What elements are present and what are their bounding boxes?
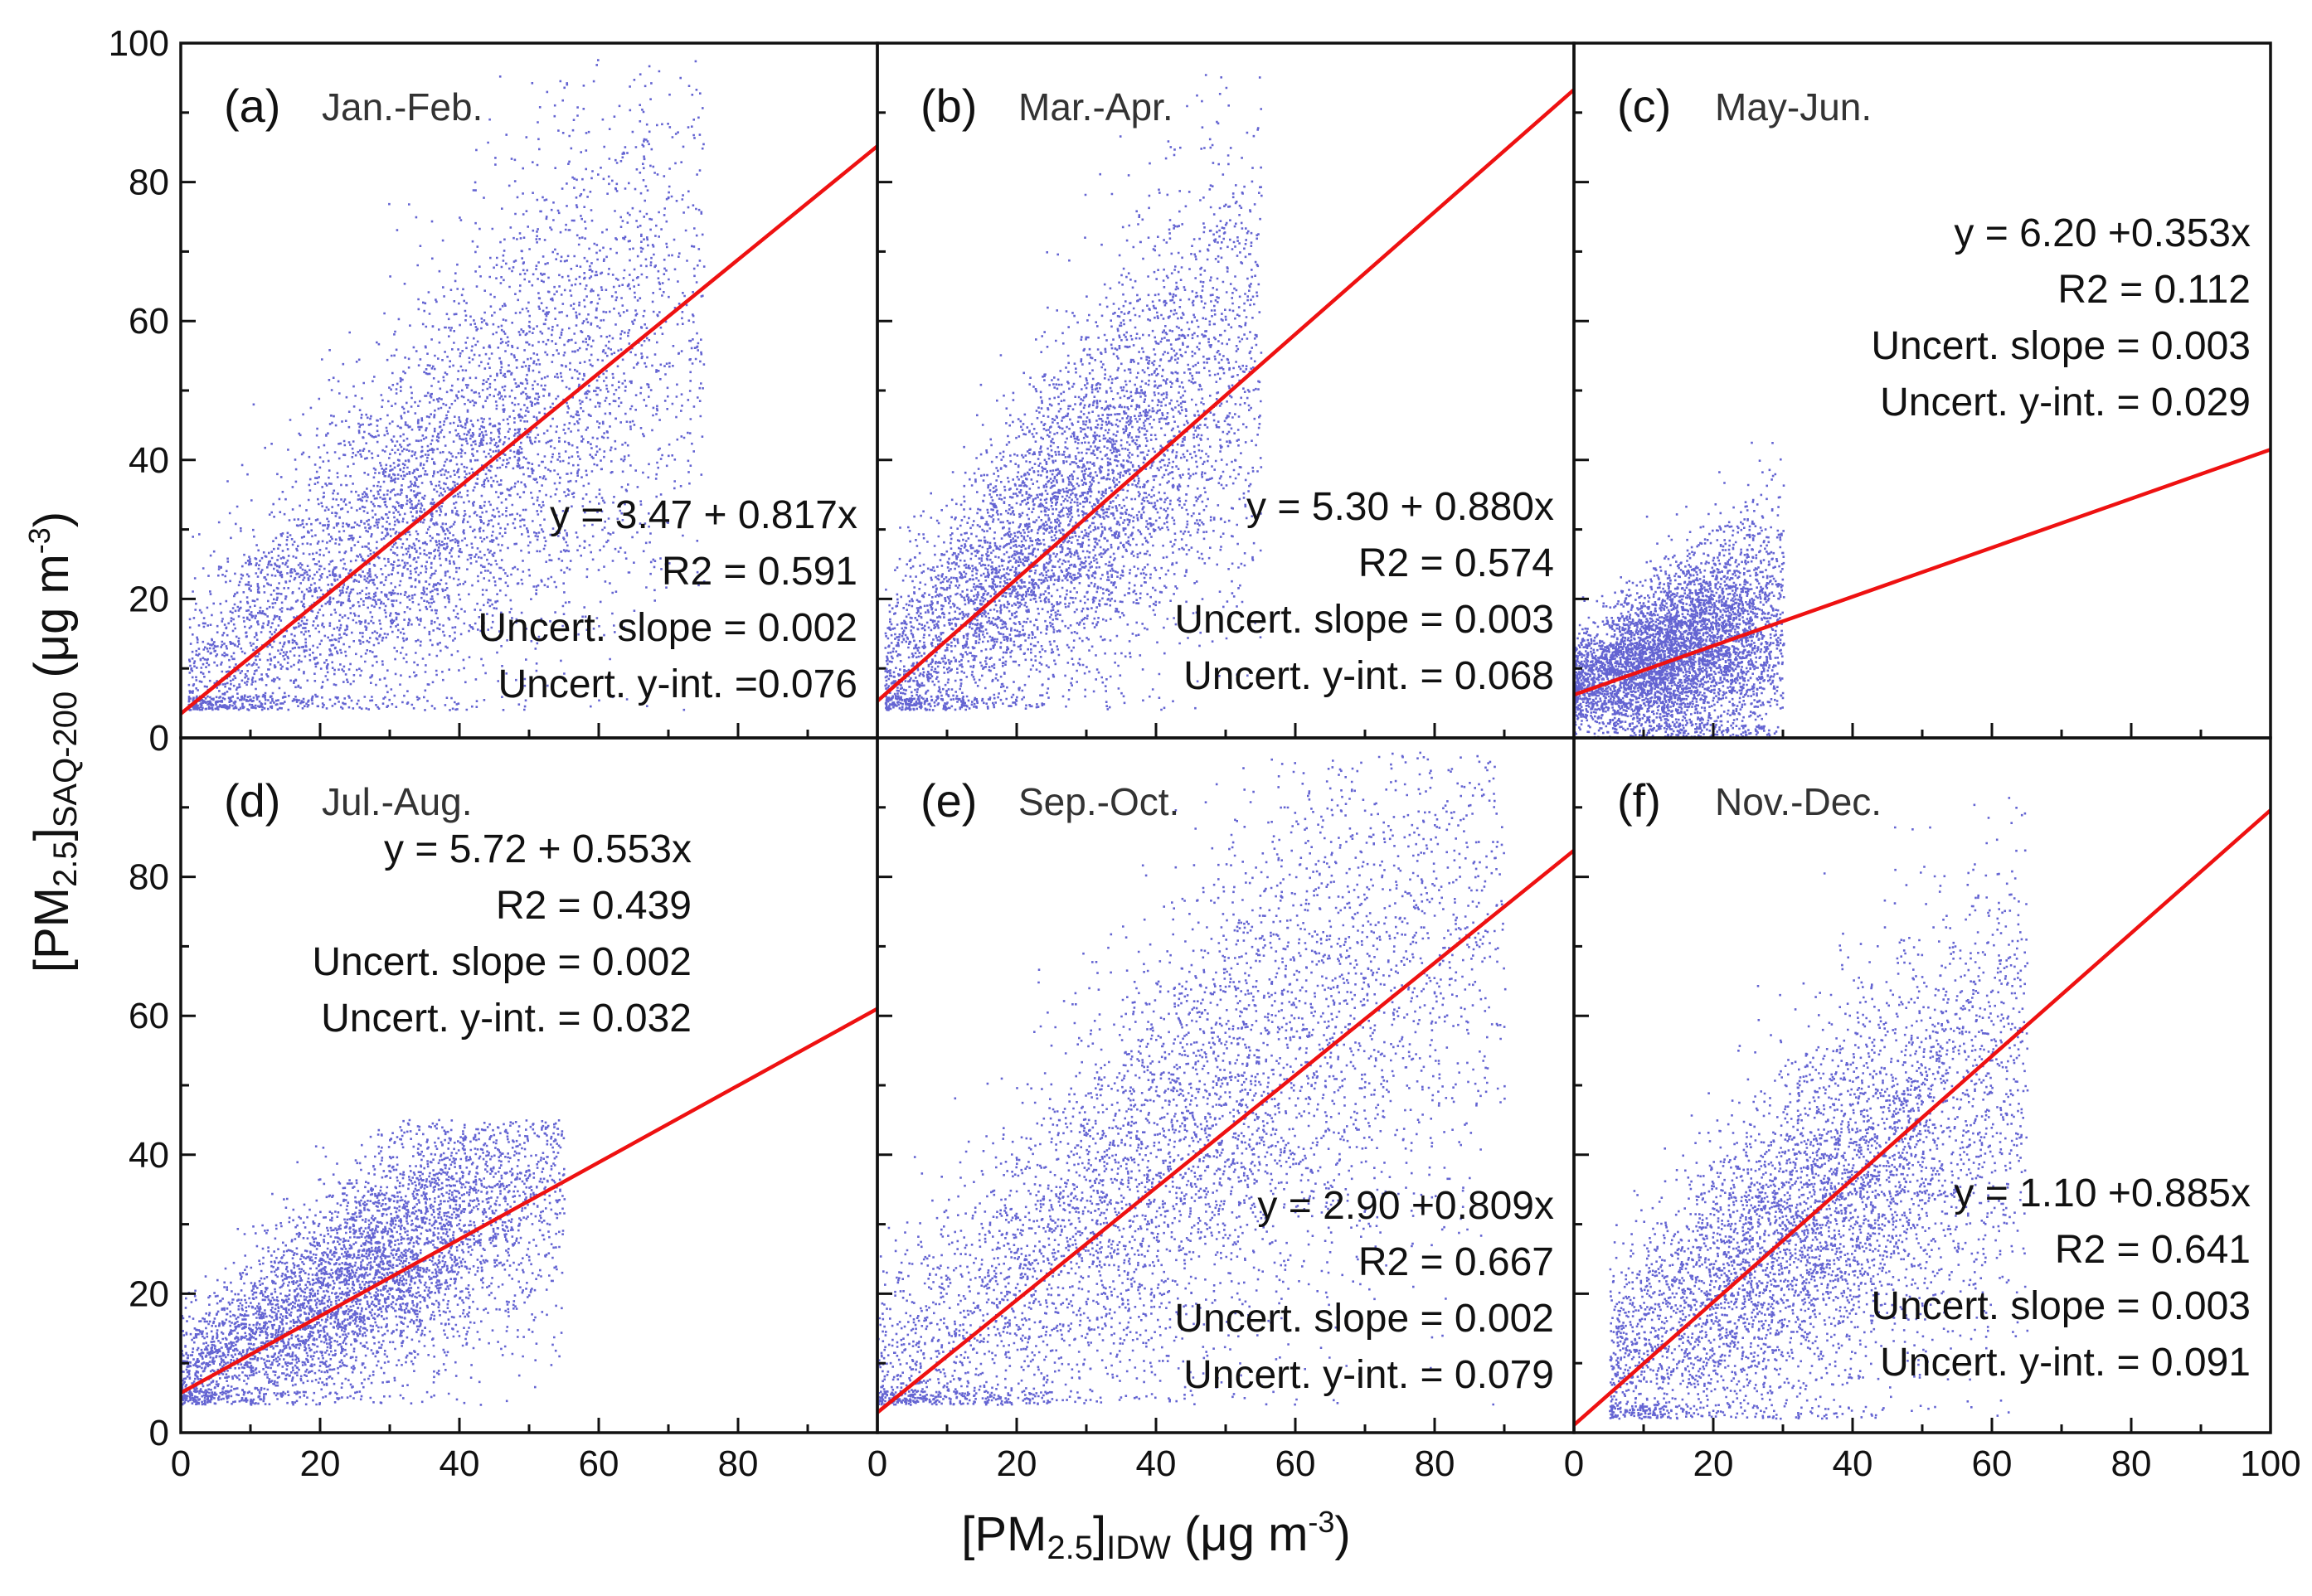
y-tick-label-a-4: 80 — [129, 163, 169, 203]
x-tick-label-e-4: 80 — [1415, 1443, 1455, 1484]
x-tick-label-e-1: 20 — [997, 1443, 1037, 1484]
y-tick-label-a-3: 60 — [129, 301, 169, 342]
x-tick-label-f-0: 0 — [1564, 1443, 1584, 1484]
x-tick-label-f-3: 60 — [1972, 1443, 2013, 1484]
annotation-e-2: Uncert. slope = 0.002 — [1174, 1297, 1554, 1341]
panel-season-a: Jan.-Feb. — [322, 85, 483, 129]
annotation-b-2: Uncert. slope = 0.003 — [1174, 598, 1554, 642]
x-axis-title-base: [PM — [961, 1507, 1047, 1561]
panel-letter-f: (f) — [1617, 774, 1661, 827]
y-axis-title-base: [PM — [25, 887, 79, 973]
y-axis-title: [PM2.5]SAQ-200 (μg m-3) — [22, 512, 84, 973]
y-tick-label-a-5: 100 — [109, 23, 169, 64]
fit-line-d — [181, 1009, 877, 1393]
x-axis-title-units: (μg m — [1171, 1507, 1309, 1561]
x-tick-label-e-3: 60 — [1275, 1443, 1316, 1484]
x-tick-label-e-2: 40 — [1136, 1443, 1177, 1484]
panel-c: (c) May-Jun. y = 6.20 +0.353x R2 = 0.112 Unc… — [1574, 43, 2271, 738]
y-tick-label-a-2: 40 — [129, 440, 169, 481]
x-axis-title-mid: ] — [1093, 1507, 1106, 1561]
annotation-f-1: R2 = 0.641 — [2055, 1228, 2251, 1272]
scatter-points-c — [1574, 443, 1785, 738]
x-axis-title-units-end: ) — [1334, 1507, 1350, 1561]
y-axis-title-mid: ] — [25, 827, 79, 841]
fit-line-c — [1574, 449, 2271, 695]
annotation-c-2: Uncert. slope = 0.003 — [1871, 324, 2251, 368]
x-tick-label-f-5: 100 — [2240, 1443, 2300, 1484]
panel-season-e: Sep.-Oct. — [1018, 780, 1179, 823]
annotation-a-2: Uncert. slope = 0.002 — [478, 606, 857, 650]
annotation-f-0: y = 1.10 +0.885x — [1954, 1172, 2251, 1215]
x-tick-label-f-4: 80 — [2111, 1443, 2152, 1484]
y-axis-title-sub2: SAQ-200 — [47, 691, 84, 828]
annotation-c-1: R2 = 0.112 — [2057, 268, 2251, 312]
panels-group: 0 20 40 60 80 100 (a) Jan.-Feb. y = 3.47 + 0.817… — [109, 23, 2301, 1484]
x-axis-title-sub1: 2.5 — [1047, 1530, 1093, 1566]
annotation-f-3: Uncert. y-int. = 0.091 — [1880, 1341, 2251, 1385]
panel-letter-d: (d) — [224, 774, 280, 827]
figure: [PM2.5]SAQ-200 (μg m-3) [PM2.5]IDW (μg m… — [0, 0, 2312, 1596]
x-tick-label-d-1: 20 — [300, 1443, 341, 1484]
y-tick-label-a-0: 0 — [149, 718, 169, 759]
y-axis-title-units-end: ) — [25, 512, 79, 527]
x-tick-label-f-2: 40 — [1833, 1443, 1873, 1484]
annotation-d-2: Uncert. slope = 0.002 — [312, 940, 692, 984]
panel-letter-c: (c) — [1617, 80, 1671, 132]
annotation-d-3: Uncert. y-int. = 0.032 — [321, 997, 692, 1041]
annotation-b-3: Uncert. y-int. = 0.068 — [1183, 654, 1554, 698]
annotation-a-3: Uncert. y-int. =0.076 — [498, 662, 857, 706]
fit-line-f — [1574, 810, 2271, 1425]
annotation-b-1: R2 = 0.574 — [1358, 541, 1554, 585]
x-axis-title-sub2: IDW — [1106, 1530, 1171, 1566]
x-tick-label-f-1: 20 — [1693, 1443, 1734, 1484]
panel-e: 0 20 40 60 80 (e) Sep.-Oct. y = 2.90 +0.809x R2 … — [867, 738, 1574, 1484]
annotation-a-1: R2 = 0.591 — [662, 550, 857, 594]
y-tick-label-d-4: 80 — [129, 857, 169, 898]
annotation-c-3: Uncert. y-int. = 0.029 — [1880, 381, 2251, 424]
y-axis-title-units: (μg m — [25, 554, 79, 691]
annotation-d-0: y = 5.72 + 0.553x — [384, 827, 692, 871]
annotation-a-0: y = 3.47 + 0.817x — [550, 493, 857, 537]
annotation-b-0: y = 5.30 + 0.880x — [1246, 485, 1554, 529]
annotation-e-0: y = 2.90 +0.809x — [1257, 1184, 1554, 1228]
y-tick-label-d-0: 0 — [149, 1413, 169, 1453]
y-axis-title-sup: -3 — [22, 527, 56, 554]
x-axis-title: [PM2.5]IDW (μg m-3) — [961, 1505, 1351, 1566]
panel-season-b: Mar.-Apr. — [1018, 85, 1173, 129]
y-axis-title-sub1: 2.5 — [47, 841, 84, 887]
annotation-e-3: Uncert. y-int. = 0.079 — [1183, 1353, 1554, 1397]
x-tick-label-d-2: 40 — [440, 1443, 480, 1484]
x-tick-label-e-0: 0 — [867, 1443, 887, 1484]
y-tick-label-d-2: 40 — [129, 1135, 169, 1176]
annotation-f-2: Uncert. slope = 0.003 — [1871, 1284, 2251, 1328]
panel-season-c: May-Jun. — [1715, 85, 1872, 129]
x-tick-label-d-4: 80 — [718, 1443, 759, 1484]
panel-a: 0 20 40 60 80 100 (a) Jan.-Feb. y = 3.47 + 0.817… — [109, 23, 877, 759]
annotation-c-0: y = 6.20 +0.353x — [1954, 211, 2251, 255]
annotation-e-1: R2 = 0.667 — [1358, 1240, 1554, 1284]
y-tick-label-d-1: 20 — [129, 1273, 169, 1314]
y-tick-label-a-1: 20 — [129, 579, 169, 619]
panel-letter-e: (e) — [920, 774, 977, 827]
annotation-d-1: R2 = 0.439 — [496, 884, 692, 928]
panel-season-f: Nov.-Dec. — [1715, 780, 1882, 823]
x-axis-title-sup: -3 — [1308, 1505, 1334, 1539]
panel-season-d: Jul.-Aug. — [322, 780, 473, 823]
x-tick-label-d-0: 0 — [171, 1443, 191, 1484]
y-tick-label-d-3: 60 — [129, 996, 169, 1036]
panel-letter-b: (b) — [920, 80, 977, 132]
x-tick-label-d-3: 60 — [579, 1443, 619, 1484]
panel-d: 0 20 40 60 80 0 20 40 60 80 (d) Jul.-Aug.y = 5.72 +… — [129, 738, 877, 1484]
panel-f: 0 20 40 60 80 100 (f) Nov.-Dec. y = 1.10 +0.885x… — [1564, 738, 2301, 1484]
panel-b: (b) Mar.-Apr. y = 5.30 + 0.880x R2 = 0.574 U… — [877, 43, 1574, 738]
panel-letter-a: (a) — [224, 80, 280, 132]
